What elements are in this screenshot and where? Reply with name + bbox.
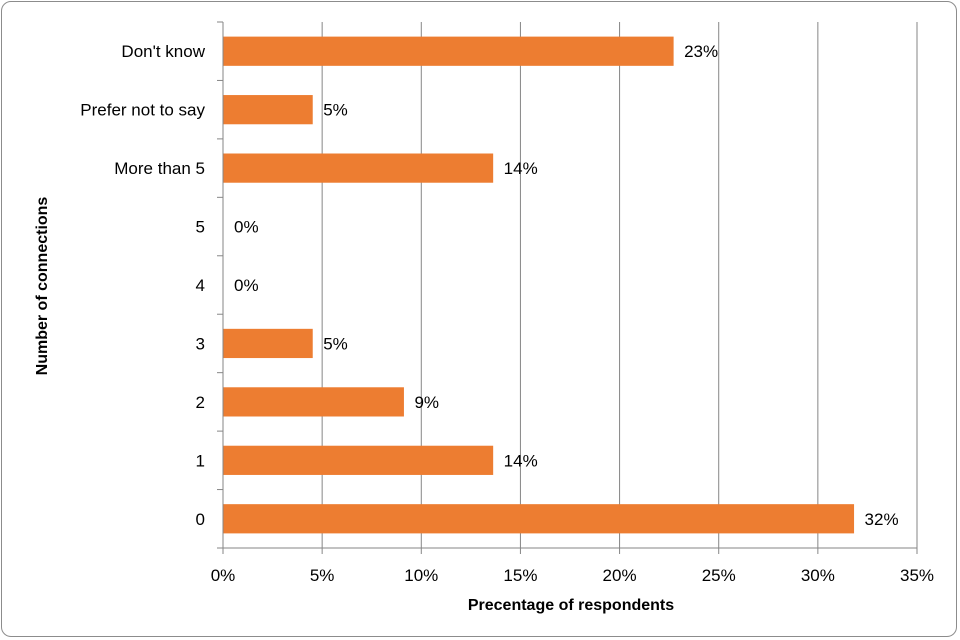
- y-category-label: More than 5: [114, 159, 205, 178]
- y-category-label: 0: [196, 510, 205, 529]
- data-label: 5%: [323, 101, 348, 120]
- y-axis-title: Number of connections: [34, 197, 51, 376]
- bar: [223, 445, 494, 475]
- x-tick-label: 15%: [503, 566, 537, 585]
- data-label: 14%: [504, 451, 538, 470]
- data-label: 23%: [684, 42, 718, 61]
- bar: [223, 36, 674, 66]
- bar: [223, 387, 404, 417]
- x-axis-title: Precentage of respondents: [468, 597, 674, 614]
- bar: [223, 504, 855, 534]
- y-category-label: Don't know: [121, 42, 205, 61]
- y-category-label: 3: [196, 334, 205, 353]
- data-label: 9%: [414, 393, 439, 412]
- x-tick-label: 35%: [900, 566, 934, 585]
- x-tick-label: 10%: [404, 566, 438, 585]
- y-category-label: 4: [196, 276, 205, 295]
- bars: [223, 36, 855, 534]
- y-category-label: Prefer not to say: [80, 101, 205, 120]
- data-label: 14%: [504, 159, 538, 178]
- labels: 0% 5% 10% 15% 20% 25% 30% 35%0 32%1 14%2 9%3 5%4 0%5…: [80, 42, 934, 585]
- x-tick-label: 25%: [702, 566, 736, 585]
- y-category-label: 2: [196, 393, 205, 412]
- bar: [223, 153, 494, 183]
- x-tick-label: 0%: [211, 566, 236, 585]
- data-label: 0%: [234, 218, 259, 237]
- bar: [223, 328, 313, 359]
- data-label: 32%: [865, 510, 899, 529]
- data-label: 0%: [234, 276, 259, 295]
- bar: [223, 95, 313, 125]
- y-category-label: 5: [196, 218, 205, 237]
- y-category-label: 1: [196, 451, 205, 470]
- x-tick-label: 20%: [603, 566, 637, 585]
- x-tick-label: 5%: [310, 566, 335, 585]
- x-tick-label: 30%: [801, 566, 835, 585]
- data-label: 5%: [323, 334, 348, 353]
- axes: [217, 21, 918, 554]
